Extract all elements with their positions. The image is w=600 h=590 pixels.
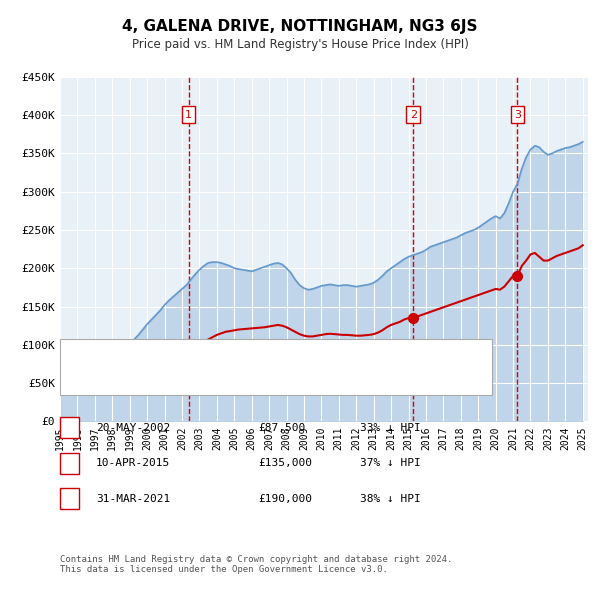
Text: £190,000: £190,000 (258, 494, 312, 503)
Text: HPI: Average price, detached house, Gedling: HPI: Average price, detached house, Gedl… (75, 375, 344, 385)
Text: 4, GALENA DRIVE, NOTTINGHAM, NG3 6JS: 4, GALENA DRIVE, NOTTINGHAM, NG3 6JS (122, 19, 478, 34)
Text: 38% ↓ HPI: 38% ↓ HPI (360, 494, 421, 503)
Text: 33% ↓ HPI: 33% ↓ HPI (360, 423, 421, 432)
Text: Contains HM Land Registry data © Crown copyright and database right 2024.
This d: Contains HM Land Registry data © Crown c… (60, 555, 452, 574)
Text: 3: 3 (514, 110, 521, 120)
Text: Price paid vs. HM Land Registry's House Price Index (HPI): Price paid vs. HM Land Registry's House … (131, 38, 469, 51)
Text: 1: 1 (185, 110, 192, 120)
Text: 4, GALENA DRIVE, NOTTINGHAM, NG3 6JS (detached house): 4, GALENA DRIVE, NOTTINGHAM, NG3 6JS (de… (75, 350, 406, 360)
Text: 2: 2 (410, 110, 417, 120)
Text: 3: 3 (66, 492, 73, 505)
Text: 31-MAR-2021: 31-MAR-2021 (96, 494, 170, 503)
Text: 20-MAY-2002: 20-MAY-2002 (96, 423, 170, 432)
Text: 10-APR-2015: 10-APR-2015 (96, 458, 170, 468)
Text: £135,000: £135,000 (258, 458, 312, 468)
Text: 1: 1 (66, 421, 73, 434)
Text: £87,500: £87,500 (258, 423, 305, 432)
Text: 2: 2 (66, 457, 73, 470)
Text: 37% ↓ HPI: 37% ↓ HPI (360, 458, 421, 468)
